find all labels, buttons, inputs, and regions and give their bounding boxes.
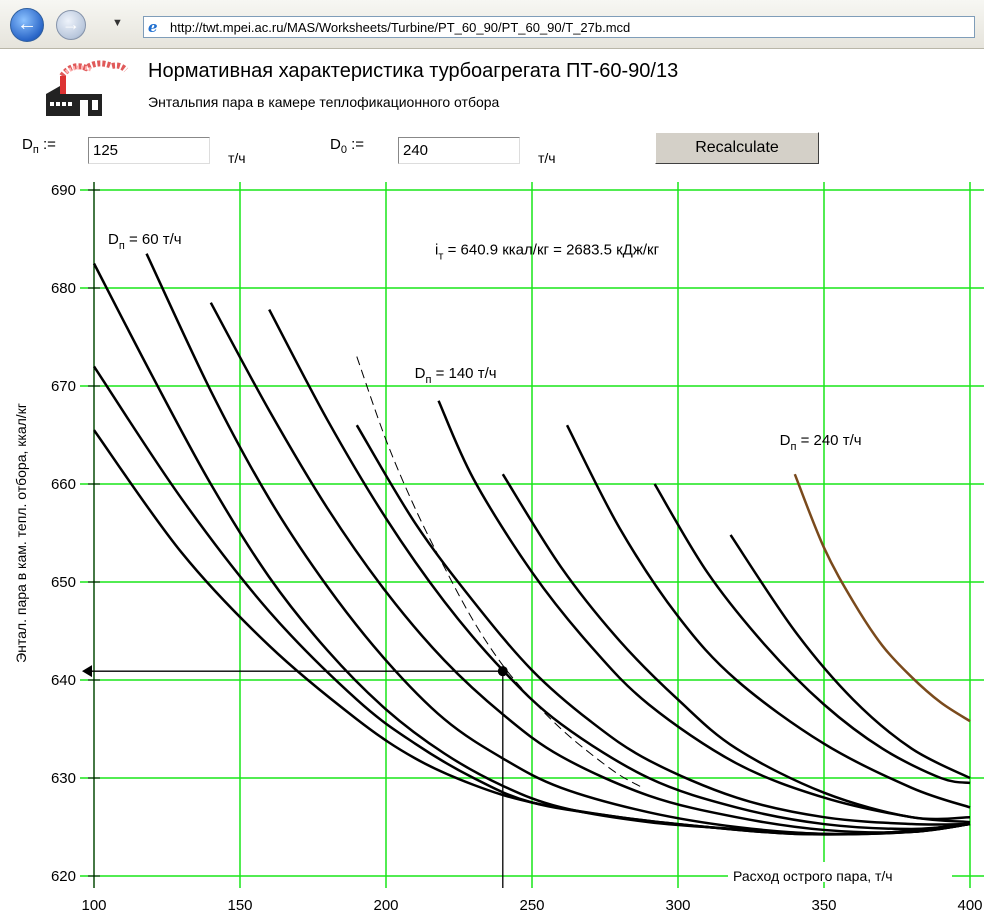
series-line-6	[268, 308, 971, 831]
series-line-11	[653, 483, 971, 785]
dashed-reference-line	[356, 356, 644, 789]
y-tick-label: 660	[51, 476, 76, 493]
x-axis-label: Расход острого пара, т/ч	[733, 868, 893, 884]
y-axis-label: Энтал. пара в кам. тепл. отбора, ккал/кг	[13, 403, 29, 663]
annotation-dp240: Dп = 240 т/ч	[780, 432, 862, 453]
y-tick-label: 640	[51, 672, 76, 689]
series-line-7	[355, 424, 971, 826]
series-line-4	[145, 253, 971, 836]
x-axis-label-bg	[728, 862, 952, 882]
series-line-5	[209, 302, 971, 834]
page-title: Нормативная характеристика турбоагрегата…	[148, 60, 679, 82]
back-button[interactable]: ←	[10, 8, 44, 42]
x-tick-label: 400	[957, 897, 982, 914]
page-subtitle: Энтальпия пара в камере теплофикационног…	[148, 94, 500, 110]
annotation-dp140: Dп = 140 т/ч	[415, 365, 497, 386]
d0-unit: т/ч	[538, 150, 556, 166]
y-tick-label: 650	[51, 574, 76, 591]
arrow-left-icon	[82, 665, 92, 678]
address-bar[interactable]: e http://twt.mpei.ac.ru/MAS/Worksheets/T…	[143, 16, 975, 38]
enthalpy-chart: 100 150 200 250 300 350 400 620 630 640 650 660 670 6…	[13, 182, 984, 914]
annotation-dp60: Dп = 60 т/ч	[108, 231, 182, 252]
x-tick-label: 100	[81, 897, 106, 914]
d0-label: D0 :=	[330, 136, 365, 156]
chevron-down-icon: ▼	[112, 17, 123, 29]
series-line-10	[565, 424, 971, 809]
x-tick-label: 250	[519, 897, 544, 914]
y-tick-label: 630	[51, 770, 76, 787]
d0-input[interactable]	[398, 137, 520, 164]
factory-logo-icon	[46, 60, 129, 116]
operating-point-marker	[497, 666, 508, 677]
dp-input[interactable]	[88, 137, 210, 164]
forward-button[interactable]: →	[56, 10, 86, 40]
y-tick-label: 690	[51, 182, 76, 199]
annotation-result: iт = 640.9 ккал/кг = 2683.5 кДж/кг	[435, 242, 660, 263]
ie-page-icon: e	[148, 18, 158, 36]
dp-unit: т/ч	[228, 150, 246, 166]
recalculate-button[interactable]: Recalculate	[655, 132, 819, 164]
url-text[interactable]: http://twt.mpei.ac.ru/MAS/Worksheets/Tur…	[170, 20, 631, 35]
dp-label: Dп :=	[22, 136, 56, 156]
y-tick-label: 680	[51, 280, 76, 297]
arrow-right-icon: →	[62, 14, 80, 34]
x-tick-label: 300	[665, 897, 690, 914]
series-line-12	[729, 534, 971, 780]
x-tick-label: 150	[227, 897, 252, 914]
x-tick-label: 200	[373, 897, 398, 914]
arrow-left-icon: ←	[17, 13, 37, 35]
series-line-8	[437, 400, 971, 824]
series-line-9	[501, 473, 971, 821]
y-tick-label: 620	[51, 868, 76, 885]
history-dropdown-button[interactable]: ▼	[112, 17, 123, 29]
y-tick-label: 670	[51, 378, 76, 395]
series-line-highlight	[793, 473, 971, 723]
browser-toolbar: ← → ▼ e http://twt.mpei.ac.ru/MAS/Worksh…	[0, 0, 984, 49]
x-tick-label: 350	[811, 897, 836, 914]
